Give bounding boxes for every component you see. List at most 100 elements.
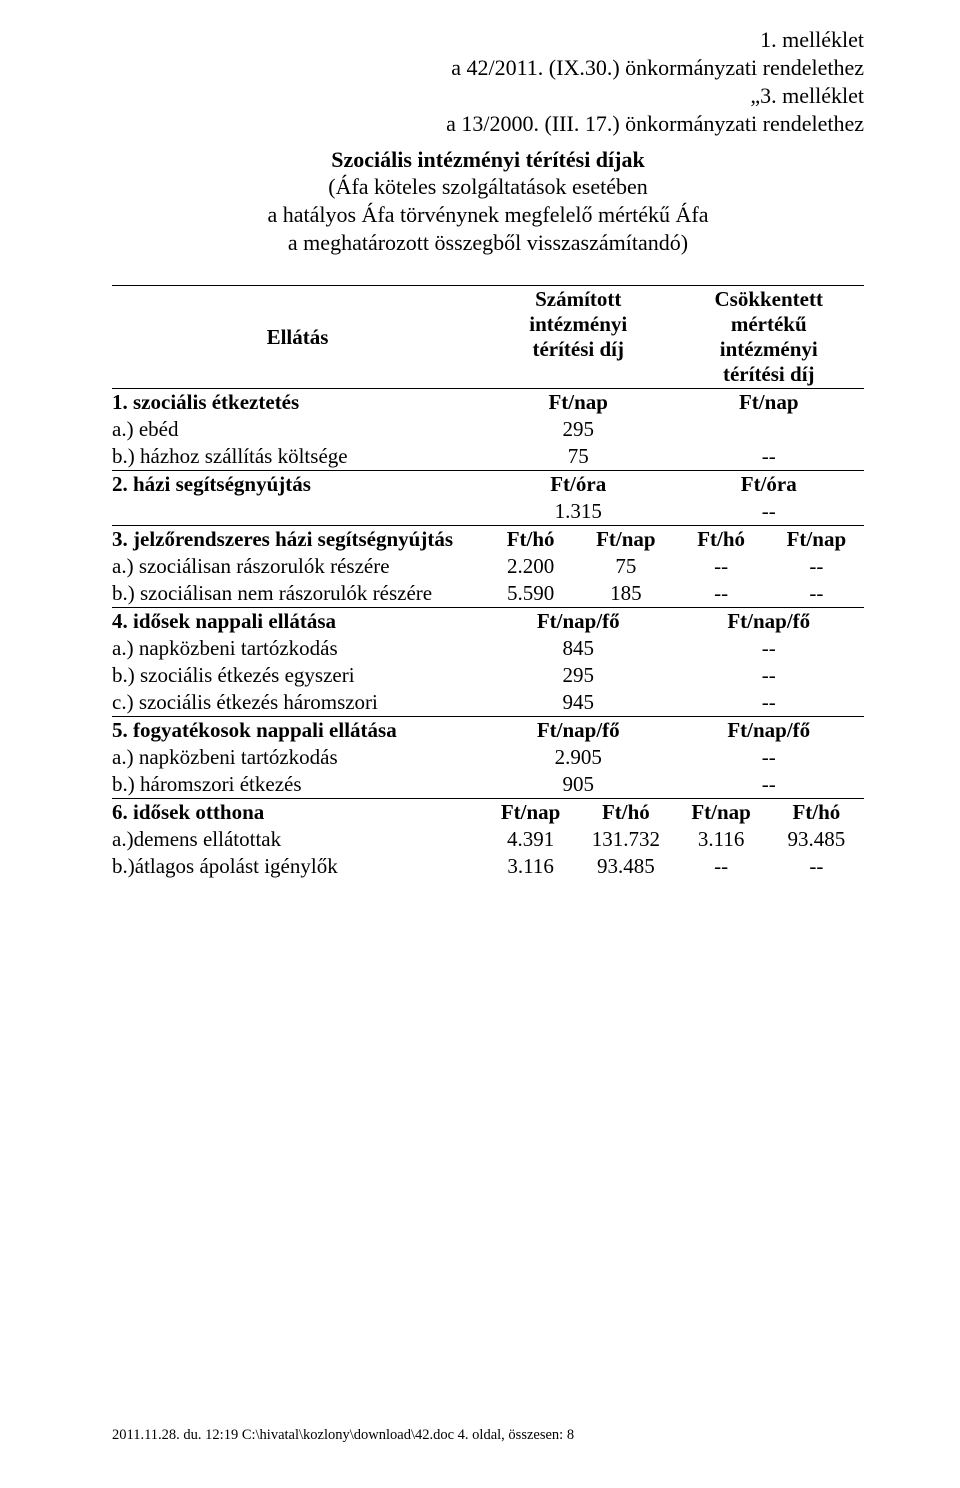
- cell-val: --: [673, 771, 864, 799]
- cell-val: Ft/nap: [578, 526, 673, 554]
- th-col3-l2: mértékű: [673, 312, 864, 337]
- table-row: 2. házi segítségnyújtás Ft/óra Ft/óra: [112, 471, 864, 499]
- cell-val: 2.905: [483, 744, 674, 771]
- table-row: 4. idősek nappali ellátása Ft/nap/fő Ft/…: [112, 608, 864, 636]
- header-line-4: a 13/2000. (III. 17.) önkormányzati rend…: [112, 110, 864, 138]
- cell-val: 4.391: [483, 826, 578, 853]
- cell-label: a.) napközbeni tartózkodás: [112, 744, 483, 771]
- page-footer: 2011.11.28. du. 12:19 C:\hivatal\kozlony…: [112, 1427, 574, 1444]
- doc-title: Szociális intézményi térítési díjak: [112, 147, 864, 173]
- cell-val: --: [673, 744, 864, 771]
- table-row: 5. fogyatékosok nappali ellátása Ft/nap/…: [112, 717, 864, 745]
- cell-val: 131.732: [578, 826, 673, 853]
- table-row: b.)átlagos ápolást igénylők 3.116 93.485…: [112, 853, 864, 880]
- table-row: b.) háromszori étkezés 905 --: [112, 771, 864, 799]
- cell-label: b.) házhoz szállítás költsége: [112, 443, 483, 471]
- cell-val: 295: [483, 416, 674, 443]
- table-row: a.) napközbeni tartózkodás 2.905 --: [112, 744, 864, 771]
- cell-label: 1. szociális étkeztetés: [112, 389, 483, 417]
- th-col2-l2: intézményi: [483, 312, 674, 337]
- cell-val: Ft/hó: [578, 799, 673, 827]
- cell-val: Ft/nap/fő: [483, 608, 674, 636]
- cell-val: 5.590: [483, 580, 578, 608]
- cell-val: --: [673, 553, 768, 580]
- cell-label: 3. jelzőrendszeres házi segítségnyújtás: [112, 526, 483, 554]
- cell-val: --: [769, 853, 864, 880]
- fee-table: Ellátás Számított intézményi térítési dí…: [112, 285, 864, 880]
- th-col2-l1: Számított: [483, 287, 674, 312]
- cell-val: Ft/nap: [769, 526, 864, 554]
- th-col2: Számított intézményi térítési díj: [483, 286, 674, 389]
- doc-subtitle-1: (Áfa köteles szolgáltatások esetében: [112, 173, 864, 201]
- cell-val: 905: [483, 771, 674, 799]
- cell-label: 6. idősek otthona: [112, 799, 483, 827]
- cell-label: c.) szociális étkezés háromszori: [112, 689, 483, 717]
- cell-val: --: [673, 580, 768, 608]
- table-row: a.) szociálisan rászorulók részére 2.200…: [112, 553, 864, 580]
- cell-label: b.) szociálisan nem rászorulók részére: [112, 580, 483, 608]
- cell-val: Ft/nap: [673, 389, 864, 417]
- table-row: b.) házhoz szállítás költsége 75 --: [112, 443, 864, 471]
- cell-label: a.) ebéd: [112, 416, 483, 443]
- cell-val: 93.485: [578, 853, 673, 880]
- table-row: a.)demens ellátottak 4.391 131.732 3.116…: [112, 826, 864, 853]
- table-row: b.) szociális étkezés egyszeri 295 --: [112, 662, 864, 689]
- table-row: 1. szociális étkeztetés Ft/nap Ft/nap: [112, 389, 864, 417]
- cell-val: --: [673, 635, 864, 662]
- table-row: b.) szociálisan nem rászorulók részére 5…: [112, 580, 864, 608]
- cell-label: 2. házi segítségnyújtás: [112, 471, 483, 499]
- cell-label: b.) szociális étkezés egyszeri: [112, 662, 483, 689]
- th-col3-l4: térítési díj: [673, 362, 864, 387]
- cell-val: 845: [483, 635, 674, 662]
- cell-val: 3.116: [483, 853, 578, 880]
- cell-val: --: [769, 553, 864, 580]
- cell-val: Ft/nap: [673, 799, 768, 827]
- cell-val: Ft/hó: [673, 526, 768, 554]
- table-header-row: Ellátás Számított intézményi térítési dí…: [112, 286, 864, 389]
- cell-val: --: [673, 853, 768, 880]
- cell-val: Ft/nap/fő: [483, 717, 674, 745]
- cell-val: 93.485: [769, 826, 864, 853]
- doc-subtitle-3: a meghatározott összegből visszaszámítan…: [112, 229, 864, 257]
- cell-val: --: [673, 498, 864, 526]
- cell-val: [673, 416, 864, 443]
- cell-val: Ft/óra: [673, 471, 864, 499]
- header-line-3: „3. melléklet: [112, 82, 864, 110]
- cell-val: --: [769, 580, 864, 608]
- cell-val: 75: [483, 443, 674, 471]
- cell-label: b.)átlagos ápolást igénylők: [112, 853, 483, 880]
- cell-val: 3.116: [673, 826, 768, 853]
- table-row: a.) napközbeni tartózkodás 845 --: [112, 635, 864, 662]
- cell-val: 2.200: [483, 553, 578, 580]
- table-row: 6. idősek otthona Ft/nap Ft/hó Ft/nap Ft…: [112, 799, 864, 827]
- header-line-2: a 42/2011. (IX.30.) önkormányzati rendel…: [112, 54, 864, 82]
- table-row: c.) szociális étkezés háromszori 945 --: [112, 689, 864, 717]
- cell-val: Ft/nap/fő: [673, 717, 864, 745]
- cell-val: 295: [483, 662, 674, 689]
- th-col2-l3: térítési díj: [483, 337, 674, 362]
- cell-label: [112, 498, 483, 526]
- table-row: 1.315 --: [112, 498, 864, 526]
- th-col3: Csökkentett mértékű intézményi térítési …: [673, 286, 864, 389]
- th-ellatas: Ellátás: [112, 286, 483, 389]
- document-page: 1. melléklet a 42/2011. (IX.30.) önkormá…: [0, 0, 960, 1488]
- cell-label: 5. fogyatékosok nappali ellátása: [112, 717, 483, 745]
- header-block: 1. melléklet a 42/2011. (IX.30.) önkormá…: [112, 26, 864, 139]
- cell-label: b.) háromszori étkezés: [112, 771, 483, 799]
- cell-val: --: [673, 689, 864, 717]
- cell-val: Ft/nap: [483, 389, 674, 417]
- cell-label: a.)demens ellátottak: [112, 826, 483, 853]
- cell-val: 75: [578, 553, 673, 580]
- cell-val: 185: [578, 580, 673, 608]
- cell-val: Ft/hó: [769, 799, 864, 827]
- header-line-1: 1. melléklet: [112, 26, 864, 54]
- cell-label: a.) napközbeni tartózkodás: [112, 635, 483, 662]
- cell-val: Ft/hó: [483, 526, 578, 554]
- cell-val: --: [673, 662, 864, 689]
- cell-val: --: [673, 443, 864, 471]
- cell-val: Ft/óra: [483, 471, 674, 499]
- th-col3-l3: intézményi: [673, 337, 864, 362]
- table-row: 3. jelzőrendszeres házi segítségnyújtás …: [112, 526, 864, 554]
- cell-label: 4. idősek nappali ellátása: [112, 608, 483, 636]
- cell-val: Ft/nap/fő: [673, 608, 864, 636]
